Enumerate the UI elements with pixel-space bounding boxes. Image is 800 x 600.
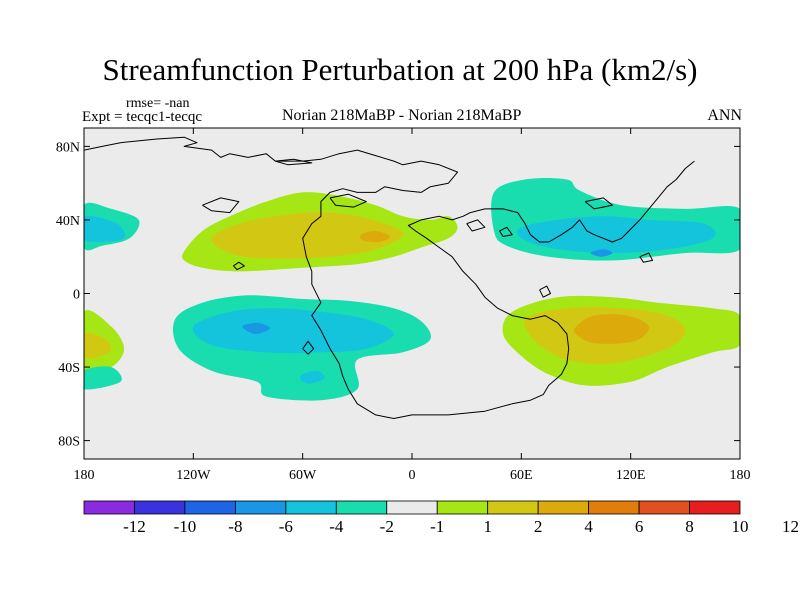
coastline-pacific-island-b	[302, 340, 315, 355]
contour-dateline-south-negative-edge	[84, 366, 122, 390]
colorbar-label: 12	[782, 517, 799, 536]
contour-dateline-north-negative-inner	[84, 215, 126, 243]
coastline-pangaea-outline	[84, 136, 695, 419]
colorbar	[83, 500, 741, 515]
colorbar-swatch	[134, 500, 186, 515]
coastline-layer	[84, 136, 695, 419]
colorbar-swatch	[386, 500, 438, 515]
colorbar-labels: -12 -10 -8 -6 -4 -2 -1 1 2 4 6 8 10 12	[123, 517, 799, 536]
coastline-north-island-d	[275, 158, 313, 166]
x-tick-label: 60W	[289, 468, 317, 483]
x-tick-label: 180	[74, 468, 95, 483]
colorbar-label: 2	[534, 517, 543, 536]
case-comparison-label: Norian 218MaBP - Norian 218MaBP	[282, 107, 522, 124]
x-tick-label: 120E	[616, 468, 646, 483]
colorbar-label: 8	[685, 517, 694, 536]
page-title: Streamfunction Perturbation at 200 hPa (…	[102, 52, 698, 87]
map-background	[84, 128, 740, 459]
season-label: ANN	[707, 107, 742, 124]
longitude-axis: 180 120W 60W 0 60E 120E 180	[74, 128, 751, 483]
contour-south-atlantic-negative-inner	[192, 308, 394, 354]
y-tick-label: 80N	[56, 140, 80, 155]
contour-north-pacific-negative-core	[590, 249, 613, 257]
colorbar-swatch	[285, 500, 337, 515]
x-tick-label: 60E	[510, 468, 533, 483]
colorbar-label: -4	[329, 517, 344, 536]
coastline-tethys-island-a	[466, 219, 486, 232]
contour-north-atlantic-positive-inner	[211, 212, 404, 259]
colorbar-label: 4	[584, 517, 593, 536]
colorbar-label: -8	[228, 517, 242, 536]
coastline-pacific-island-a	[233, 261, 245, 271]
colorbar-label: 1	[483, 517, 492, 536]
rmse-label: rmse= -nan	[126, 96, 190, 111]
contour-south-pacific-negative-spot	[300, 370, 325, 384]
colorbar-label: 10	[732, 517, 749, 536]
colorbar-label: -12	[123, 517, 146, 536]
colorbar-swatch	[689, 500, 741, 515]
colorbar-swatch	[537, 500, 590, 515]
colorbar-label: 6	[635, 517, 644, 536]
contour-north-pacific-negative-inner	[517, 216, 716, 254]
experiment-label: Expt = tecqc1-tecqc	[82, 109, 203, 125]
y-tick-label: 80S	[58, 435, 80, 450]
contour-south-pacific-positive-core	[573, 314, 650, 344]
contour-layer	[84, 177, 740, 401]
contour-south-atlantic-negative-core	[242, 322, 270, 335]
colorbar-label: -6	[279, 517, 293, 536]
colorbar-label: -1	[430, 517, 444, 536]
coastline-north-island-b	[329, 193, 367, 208]
colorbar-swatch	[184, 500, 236, 515]
y-tick-label: 40S	[58, 361, 80, 376]
x-tick-label: 0	[409, 468, 416, 483]
y-tick-label: 40N	[56, 214, 80, 229]
coastline-tethys-island-b	[499, 226, 513, 237]
latitude-axis: 80N 40N 0 40S 80S	[56, 140, 740, 450]
colorbar-swatch	[487, 500, 539, 515]
y-tick-label: 0	[73, 288, 80, 303]
coastline-north-island-c	[584, 197, 613, 210]
x-tick-label: 180	[730, 468, 751, 483]
coastline-north-island-a	[202, 197, 240, 214]
coastline-tethys-island-c	[539, 285, 551, 298]
colorbar-swatch	[588, 500, 640, 515]
colorbar-swatch	[638, 500, 690, 515]
colorbar-swatch	[436, 500, 489, 515]
x-tick-label: 120W	[176, 468, 211, 483]
colorbar-label: -2	[380, 517, 394, 536]
coastline-east-island-a	[639, 252, 653, 263]
colorbar-swatch	[234, 500, 287, 515]
contour-north-atlantic-positive-core	[359, 230, 391, 243]
colorbar-swatch	[335, 500, 388, 515]
colorbar-label: -10	[174, 517, 197, 536]
colorbar-swatch	[83, 500, 135, 515]
contour-dateline-south-positive-inner	[84, 333, 112, 359]
